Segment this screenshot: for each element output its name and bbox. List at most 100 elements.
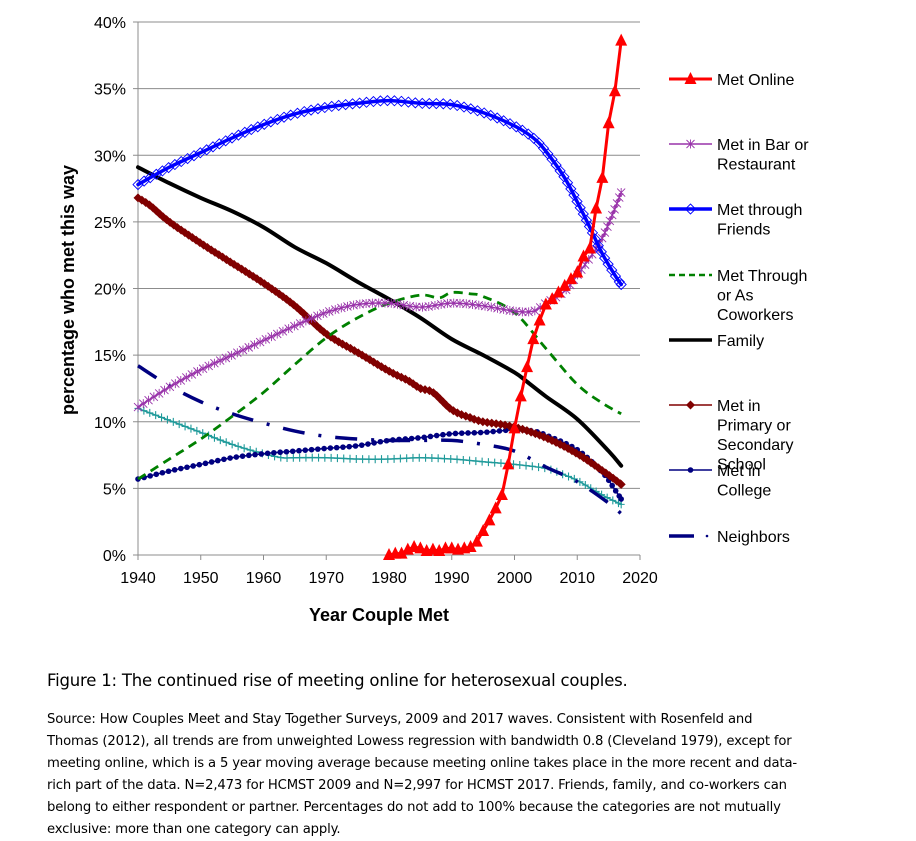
- data-point: [278, 111, 290, 123]
- legend: Met Online Met in Bar or Restaurant Met thr…: [669, 72, 809, 546]
- data-point: [518, 307, 527, 317]
- data-point: [308, 453, 316, 462]
- data-point: [258, 451, 265, 457]
- data-point: [138, 399, 148, 409]
- data-point: [390, 454, 398, 463]
- legend-item-met-in-primary-or-secondary-school: Met in Primary or Secondary School: [669, 398, 794, 474]
- gridlines: [138, 21, 640, 489]
- legend-marker: [686, 139, 695, 149]
- data-point: [308, 446, 315, 453]
- legend-label: Restaurant: [717, 157, 796, 174]
- data-point: [580, 214, 593, 226]
- data-point: [377, 438, 384, 445]
- data-point: [330, 305, 340, 315]
- legend-item-met-through-or-as-coworkers: Met Through or As Coworkers: [669, 268, 807, 324]
- data-point: [216, 436, 224, 445]
- legend-item-neighbors: Neighbors: [669, 529, 790, 546]
- data-point: [459, 455, 467, 464]
- data-point: [153, 471, 160, 478]
- legend-label: Met Online: [717, 72, 794, 89]
- data-point: [324, 306, 334, 316]
- data-point: [340, 444, 346, 450]
- data-point: [337, 303, 346, 313]
- legend-item-met-in-bar-or-restaurant: Met in Bar or Restaurant: [669, 137, 809, 174]
- series-met-through-or-as-coworkers: [137, 290, 622, 481]
- data-point: [178, 465, 184, 472]
- data-point: [326, 100, 338, 113]
- y-tick-label: 40%: [94, 15, 126, 32]
- data-point: [255, 337, 265, 347]
- data-point: [521, 360, 534, 373]
- legend-label: Neighbors: [717, 529, 790, 546]
- data-point: [577, 249, 590, 262]
- x-tick-label: 2000: [497, 570, 533, 587]
- data-point: [378, 455, 386, 464]
- legend-label: College: [717, 483, 771, 500]
- data-point: [267, 332, 276, 342]
- data-point: [176, 375, 186, 385]
- y-tick-label: 20%: [94, 282, 126, 299]
- data-point: [609, 496, 617, 505]
- data-point: [581, 481, 589, 490]
- data-point: [169, 158, 181, 171]
- data-point: [301, 316, 311, 326]
- legend-label: Met Through: [717, 268, 807, 285]
- axes: [133, 21, 641, 560]
- data-point: [495, 488, 508, 501]
- data-point: [451, 99, 463, 112]
- data-point: [277, 449, 283, 456]
- data-point: [239, 126, 251, 138]
- legend-label: Met in Bar or: [717, 137, 809, 154]
- series-line: [136, 165, 624, 468]
- data-point: [422, 453, 430, 462]
- data-point: [478, 107, 490, 119]
- data-point: [415, 435, 421, 441]
- data-point: [502, 457, 515, 470]
- data-point: [421, 434, 427, 441]
- series-group: [132, 33, 628, 560]
- data-point: [188, 150, 200, 162]
- data-point: [365, 441, 371, 447]
- y-tick-label: 0%: [103, 548, 126, 565]
- series-line: [137, 290, 622, 481]
- data-point: [196, 461, 203, 468]
- data-point: [204, 361, 214, 371]
- data-point: [411, 302, 421, 312]
- y-tick-label: 15%: [94, 348, 126, 365]
- data-point: [233, 454, 240, 460]
- data-point: [201, 144, 213, 156]
- x-tick-label: 1990: [434, 570, 470, 587]
- data-point: [327, 445, 334, 451]
- x-tick-label: 1970: [308, 570, 344, 587]
- legend-item-family: Family: [669, 333, 764, 350]
- caption-line: rich part of the data. N=2,473 for HCMST…: [47, 778, 787, 793]
- data-point: [228, 440, 236, 449]
- data-point: [437, 98, 449, 110]
- data-point: [402, 96, 414, 108]
- data-point: [477, 429, 484, 436]
- data-point: [465, 430, 471, 436]
- data-point: [403, 454, 411, 463]
- data-point: [248, 271, 258, 281]
- data-point: [194, 147, 206, 159]
- series-line: [136, 98, 623, 287]
- legend-marker: [684, 72, 697, 84]
- data-point: [535, 463, 543, 472]
- data-point: [272, 329, 282, 339]
- y-tick-label: 10%: [94, 415, 126, 432]
- data-point: [333, 444, 340, 451]
- data-point: [261, 334, 271, 344]
- data-point: [384, 455, 392, 464]
- data-point: [352, 443, 359, 449]
- data-point: [496, 428, 503, 434]
- series-met-through-friends: [132, 94, 627, 291]
- data-point: [564, 272, 577, 285]
- data-point: [340, 454, 348, 463]
- data-point: [522, 128, 534, 140]
- x-tick-labels: 1940 1950 1960 1970 1980 1990 2000 2010 2020: [120, 570, 658, 587]
- caption-line: exclusive: more than one category can ap…: [47, 822, 341, 837]
- data-point: [453, 455, 461, 464]
- data-point: [296, 447, 302, 454]
- data-point: [181, 152, 194, 165]
- data-point: [171, 379, 180, 389]
